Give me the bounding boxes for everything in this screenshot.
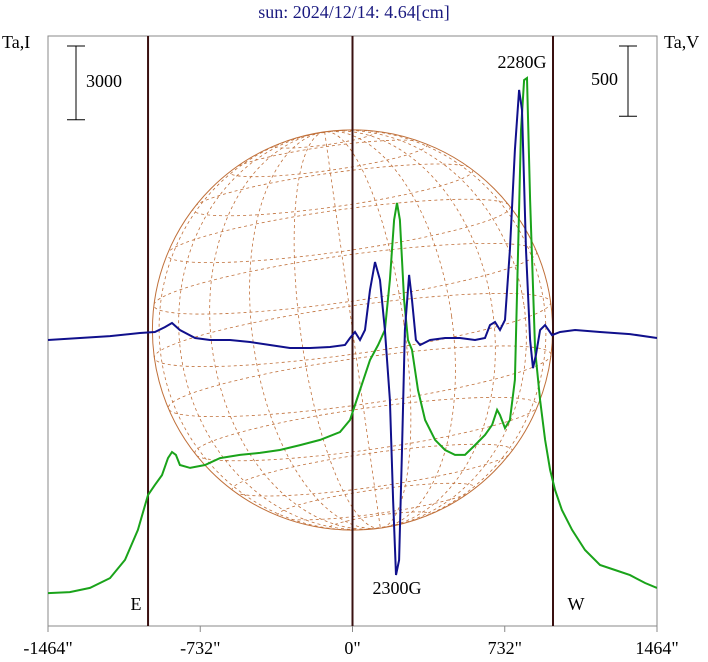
annotation: E [131,594,142,614]
x-tick-label: 732" [488,638,522,658]
series-line [48,89,657,576]
annotation: W [568,594,585,614]
y2-axis-label: Ta,V [664,32,699,52]
y-axis-label: Ta,I [2,32,30,52]
scale-bar-label: 500 [591,69,618,89]
annotation: 2280G [498,52,547,72]
series-line [48,76,657,595]
scale-bar-label: 3000 [86,71,122,91]
x-tick-label: 0" [344,638,360,658]
annotation: 2300G [373,578,422,598]
chart-title: sun: 2024/12/14: 4.64[cm] [258,2,450,22]
x-tick-label: -1464" [23,638,72,658]
x-tick-label: 1464" [635,638,678,658]
x-tick-label: -732" [180,638,220,658]
